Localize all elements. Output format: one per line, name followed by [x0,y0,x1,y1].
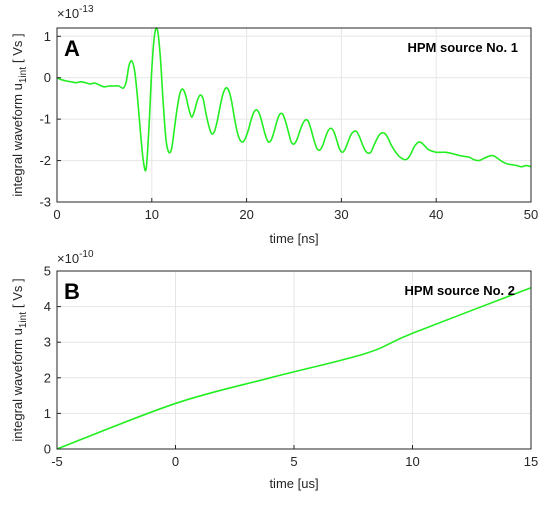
x-axis-label-a: time [ns] [269,231,318,246]
y-axis-label-unit-a: [ Vs ] [10,33,25,63]
curve-a [56,27,532,172]
x-tick-label: 0 [172,454,179,469]
xticks-b: -5 0 5 10 15 [51,445,538,469]
x-tick-label: 15 [524,454,538,469]
yticks-a: -3 -2 -1 0 1 [39,29,61,210]
curve-b [56,286,532,450]
y-tick-label: 0 [44,70,51,85]
exponent-b: ×10-10 [57,249,94,266]
x-tick-label: 50 [524,207,538,222]
y-tick-label: -2 [39,153,51,168]
x-tick-label: 10 [405,454,419,469]
y-tick-label: -1 [39,112,51,127]
y-tick-label: 4 [44,299,51,314]
annotation-b: HPM source No. 2 [404,283,515,298]
exponent-power-a: -13 [79,4,94,15]
y-tick-label: 1 [44,29,51,44]
series-line-a [56,27,532,172]
series-line-b [56,286,532,450]
y-axis-label-sub-b: 1int [18,312,29,328]
yticks-b: 0 1 2 3 4 5 [44,264,61,457]
y-axis-label-b: integral waveform u1int [ Vs ] [10,278,29,441]
y-axis-label-a: integral waveform u1int [ Vs ] [10,33,29,196]
axes-box-a [56,27,532,203]
y-axis-label-main-a: integral waveform u [10,83,25,196]
exponent-a: ×10-13 [57,4,94,21]
exponent-base-a: ×10 [57,6,79,21]
y-tick-label: 2 [44,370,51,385]
y-axis-label-sub-a: 1int [18,67,29,83]
annotation-a: HPM source No. 1 [407,40,518,55]
y-tick-label: -3 [39,195,51,210]
x-tick-label: -5 [51,454,63,469]
y-axis-label-main-b: integral waveform u [10,328,25,441]
x-tick-label: 30 [334,207,348,222]
panel-label-a: A [64,36,80,61]
y-tick-label: 0 [44,442,51,457]
x-axis-label-b: time [us] [269,476,318,491]
exponent-power-b: -10 [79,249,94,260]
x-tick-label: 0 [53,207,60,222]
panel-label-b: B [64,279,80,304]
y-tick-label: 5 [44,264,51,279]
x-tick-label: 20 [239,207,253,222]
plot-area-a [57,28,531,202]
y-tick-label: 1 [44,406,51,421]
x-tick-label: 40 [429,207,443,222]
panel-a: 0 10 20 30 40 50 -3-2-101 A HPM source No. 1 … [10,4,538,246]
x-tick-label: 10 [145,207,159,222]
xticks-a: 0 10 20 30 40 50 [53,198,538,222]
exponent-base-b: ×10 [57,251,79,266]
y-axis-label-unit-b: [ Vs ] [10,278,25,308]
y-tick-label: 3 [44,335,51,350]
x-tick-label: 5 [290,454,297,469]
